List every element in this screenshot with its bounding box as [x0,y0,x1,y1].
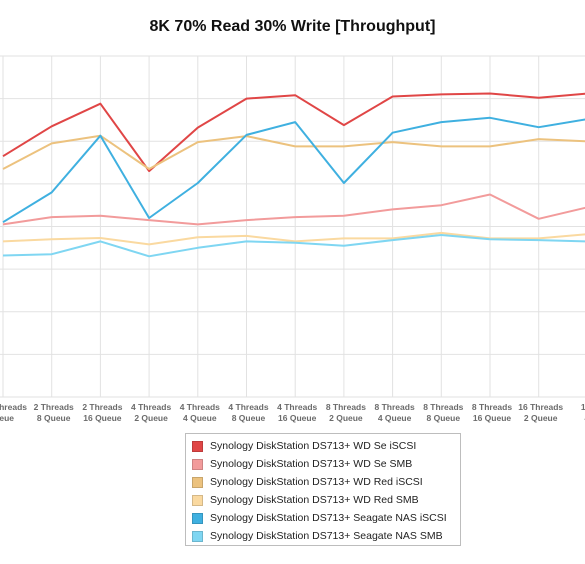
x-tick-label-line2: 8 Queue [37,413,71,423]
legend-item[interactable]: Synology DiskStation DS713+ WD Red SMB [192,491,460,509]
x-tick-label-line1: 4 Threads [228,402,268,412]
series-line-5 [2,116,585,224]
x-tick-label-line1: 2 Threads [82,402,122,412]
x-tick-label-line2: 2 Queue [329,413,363,423]
x-tick-label-line2: 4 Queue [378,413,412,423]
series-lines [2,92,585,258]
legend-label: Synology DiskStation DS713+ WD Se SMB [210,458,413,470]
series-line-3 [2,134,585,170]
x-tick-label-line2: 8 Queue [232,413,266,423]
legend-item[interactable]: Synology DiskStation DS713+ WD Se SMB [192,455,460,473]
grid [0,55,585,398]
x-tick-label-line1: 8 Threads [423,402,463,412]
x-tick-label-line1: 4 Threads [277,402,317,412]
x-tick-label-line2: 8 Queue [427,413,461,423]
x-tick-label-line2: 2 Queue [524,413,558,423]
legend-swatch [192,476,203,488]
x-tick-label-line2: 16 Queue [83,413,122,423]
legend-item[interactable]: Synology DiskStation DS713+ Seagate NAS … [192,527,460,545]
legend-label: Synology DiskStation DS713+ WD Red SMB [210,494,419,506]
x-tick-label-line2: Queue [0,413,14,423]
legend-swatch [192,458,203,470]
x-tick-label-line1: 16 Threads [518,402,563,412]
legend-swatch [192,440,203,452]
legend-label: Synology DiskStation DS713+ WD Red iSCSI [210,476,423,488]
x-tick-label-line2: 16 Queue [473,413,512,423]
legend-item[interactable]: Synology DiskStation DS713+ WD Red iSCSI [192,473,460,491]
x-tick-label-line2: 4 Queue [183,413,217,423]
legend: Synology DiskStation DS713+ WD Se iSCSI S… [185,433,461,546]
legend-label: Synology DiskStation DS713+ Seagate NAS … [210,512,447,524]
series-line-2 [2,193,585,226]
series-line-1 [2,92,585,173]
x-tick-label-line1: 4 Threads [180,402,220,412]
legend-swatch [192,494,203,506]
x-tick-label-line2: 2 Queue [134,413,168,423]
x-tick-label-line1: 8 Threads [326,402,366,412]
legend-item[interactable]: Synology DiskStation DS713+ WD Se iSCSI [192,437,460,455]
legend-item[interactable]: Synology DiskStation DS713+ Seagate NAS … [192,509,460,527]
x-tick-label-line1: 4 Threads [131,402,171,412]
x-tick-label-line1: Threads [0,402,27,412]
chart-title: 8K 70% Read 30% Write [Throughput] [149,18,436,35]
legend-swatch [192,512,203,524]
legend-label: Synology DiskStation DS713+ Seagate NAS … [210,530,443,542]
x-tick-label-line1: 16 T [581,402,585,412]
legend-swatch [192,530,203,542]
x-tick-label-line1: 8 Threads [375,402,415,412]
x-tick-label-line1: 8 Threads [472,402,512,412]
x-tick-label-line1: 2 Threads [34,402,74,412]
legend-label: Synology DiskStation DS713+ WD Se iSCSI [210,440,417,452]
x-tick-label-line2: 16 Queue [278,413,317,423]
series-line-6 [2,234,585,258]
